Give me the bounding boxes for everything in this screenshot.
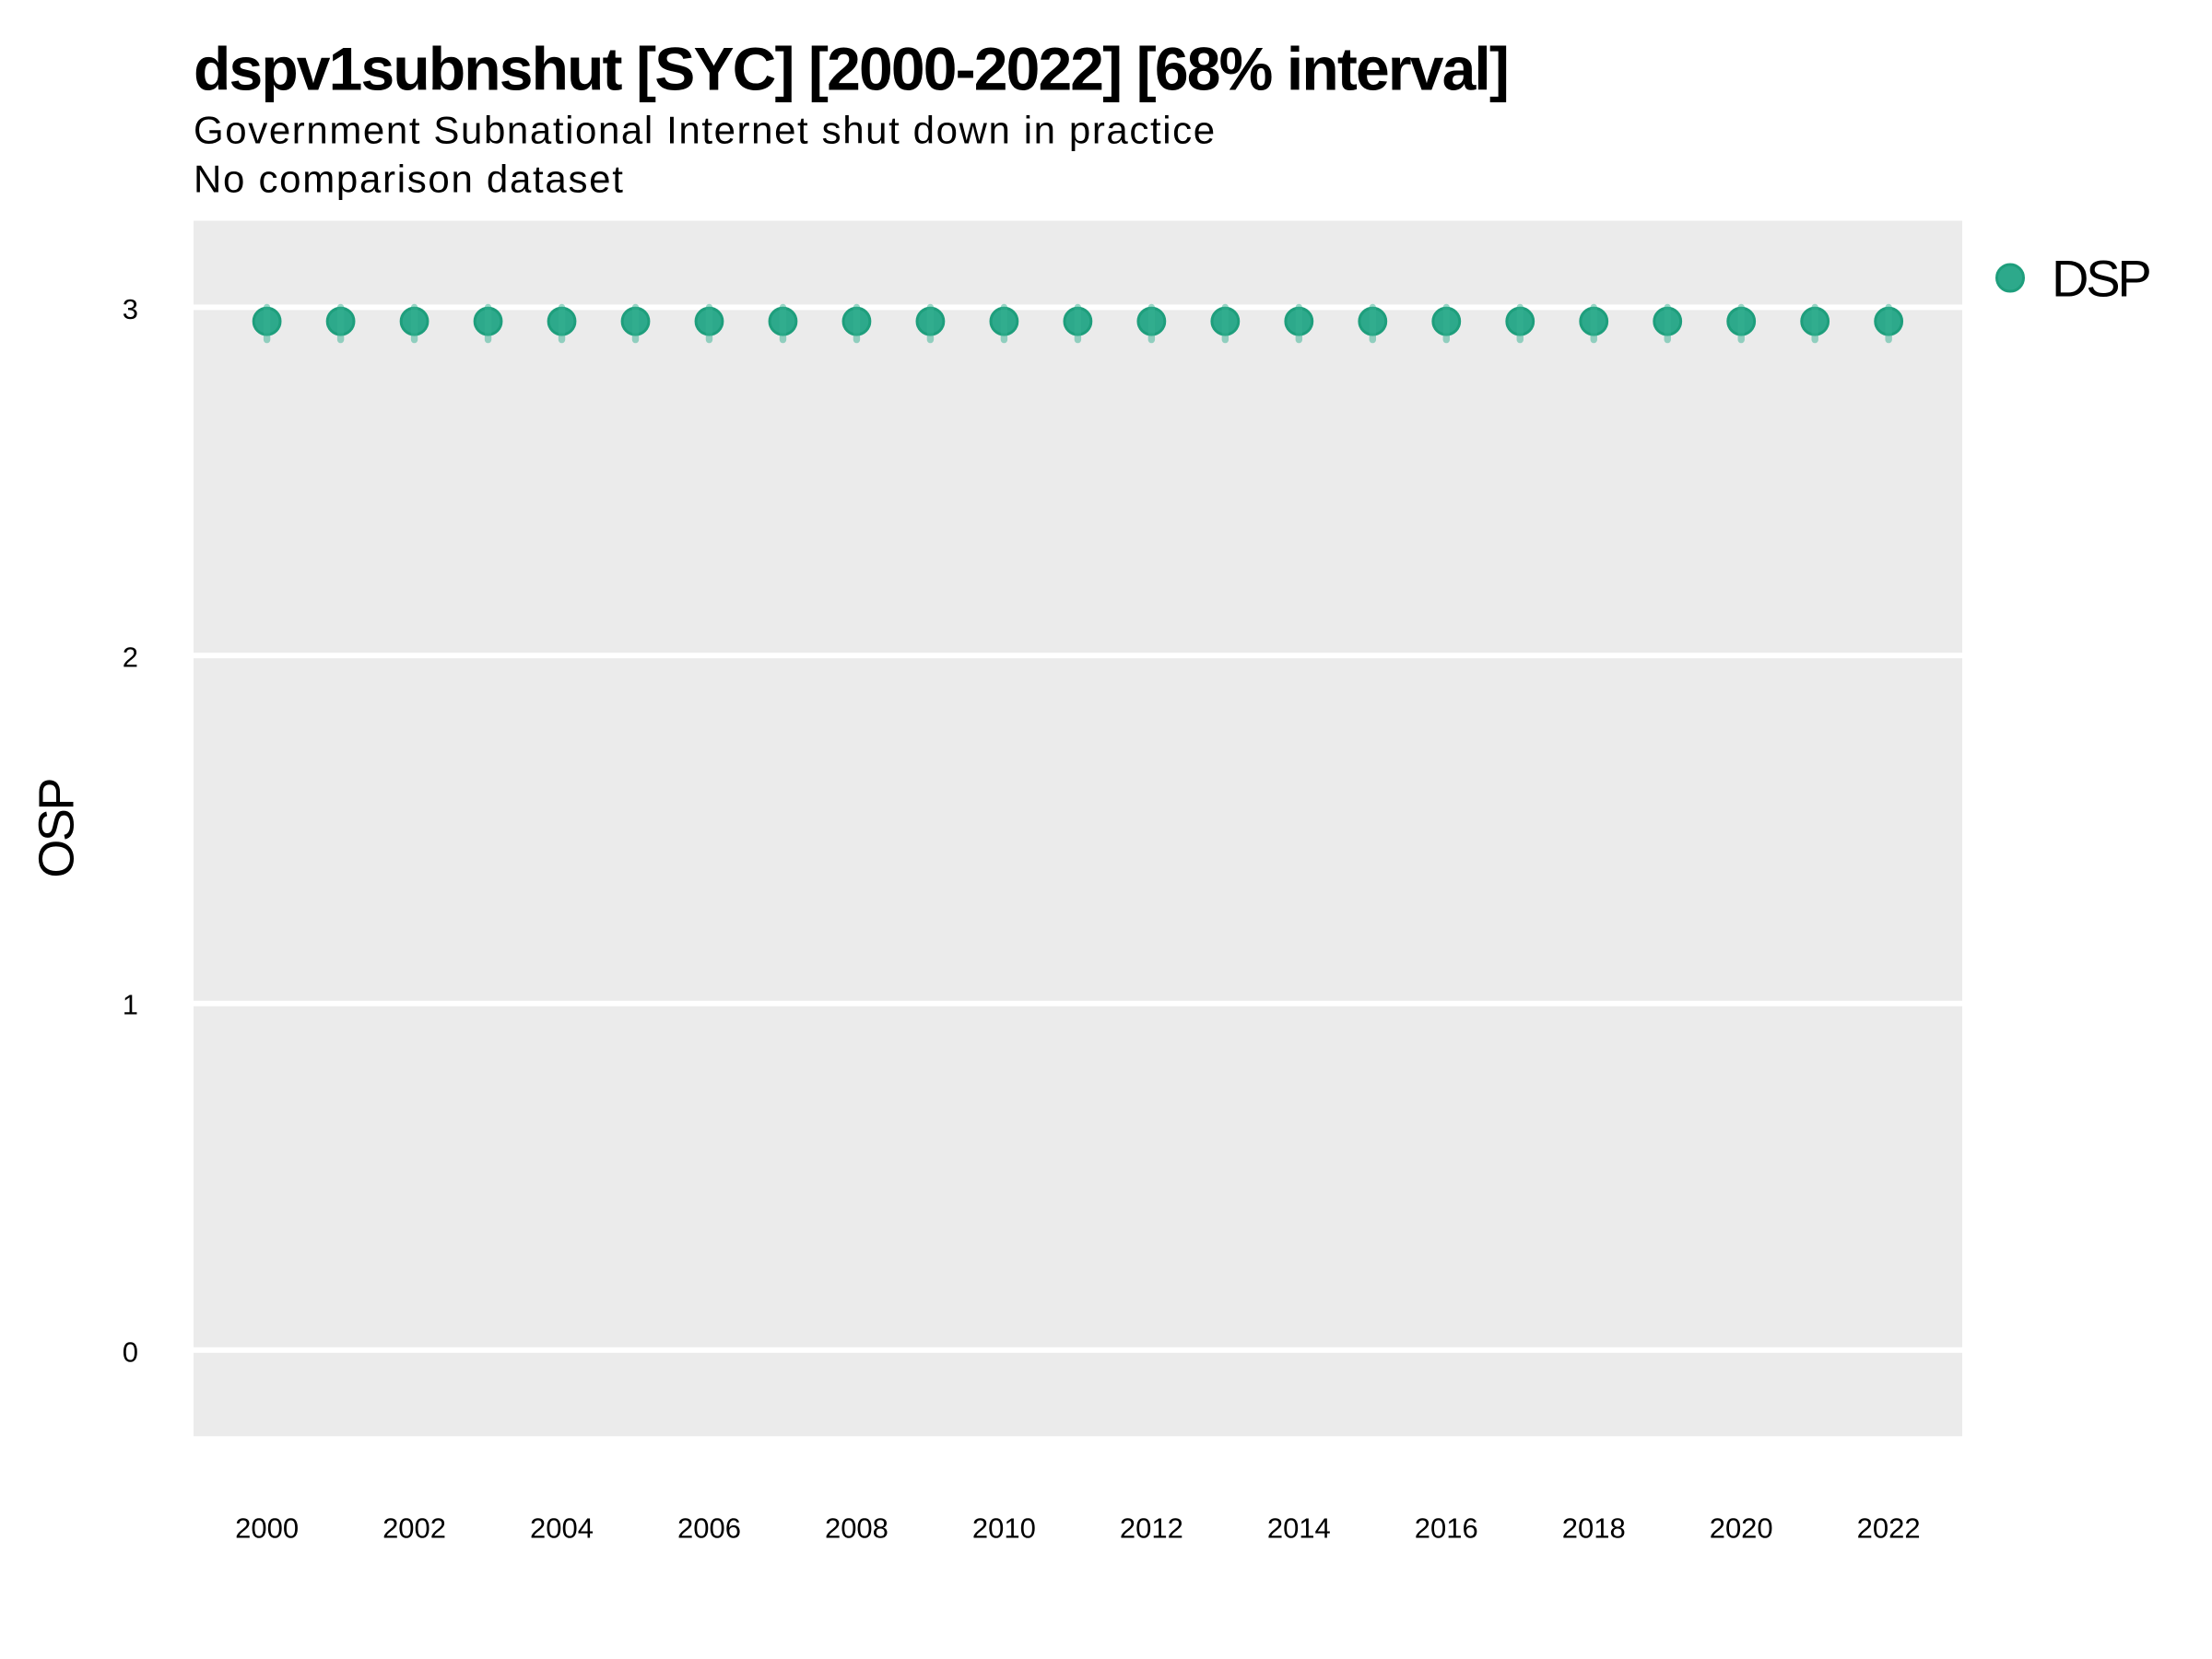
svg-text:2020: 2020 bbox=[1710, 1512, 1773, 1545]
svg-text:2022: 2022 bbox=[1857, 1512, 1921, 1545]
svg-text:2016: 2016 bbox=[1415, 1512, 1478, 1545]
svg-text:DSP: DSP bbox=[2052, 250, 2149, 308]
svg-text:3: 3 bbox=[123, 293, 138, 325]
svg-text:dspv1subnshut [SYC] [2000-2022: dspv1subnshut [SYC] [2000-2022] [68% int… bbox=[194, 35, 1508, 103]
svg-text:2000: 2000 bbox=[235, 1512, 299, 1545]
svg-text:2010: 2010 bbox=[972, 1512, 1036, 1545]
svg-text:2014: 2014 bbox=[1267, 1512, 1331, 1545]
svg-text:2002: 2002 bbox=[382, 1512, 446, 1545]
svg-text:Government Subnational Interne: Government Subnational Internet shut dow… bbox=[194, 108, 1217, 151]
svg-text:2004: 2004 bbox=[530, 1512, 594, 1545]
svg-text:2012: 2012 bbox=[1120, 1512, 1183, 1545]
svg-text:2006: 2006 bbox=[677, 1512, 741, 1545]
svg-text:1: 1 bbox=[123, 989, 138, 1021]
svg-text:OSP: OSP bbox=[29, 780, 85, 878]
svg-text:No comparison dataset: No comparison dataset bbox=[194, 158, 625, 201]
svg-text:2: 2 bbox=[123, 641, 138, 673]
svg-text:0: 0 bbox=[123, 1336, 138, 1369]
svg-text:2018: 2018 bbox=[1562, 1512, 1626, 1545]
svg-text:2008: 2008 bbox=[825, 1512, 888, 1545]
